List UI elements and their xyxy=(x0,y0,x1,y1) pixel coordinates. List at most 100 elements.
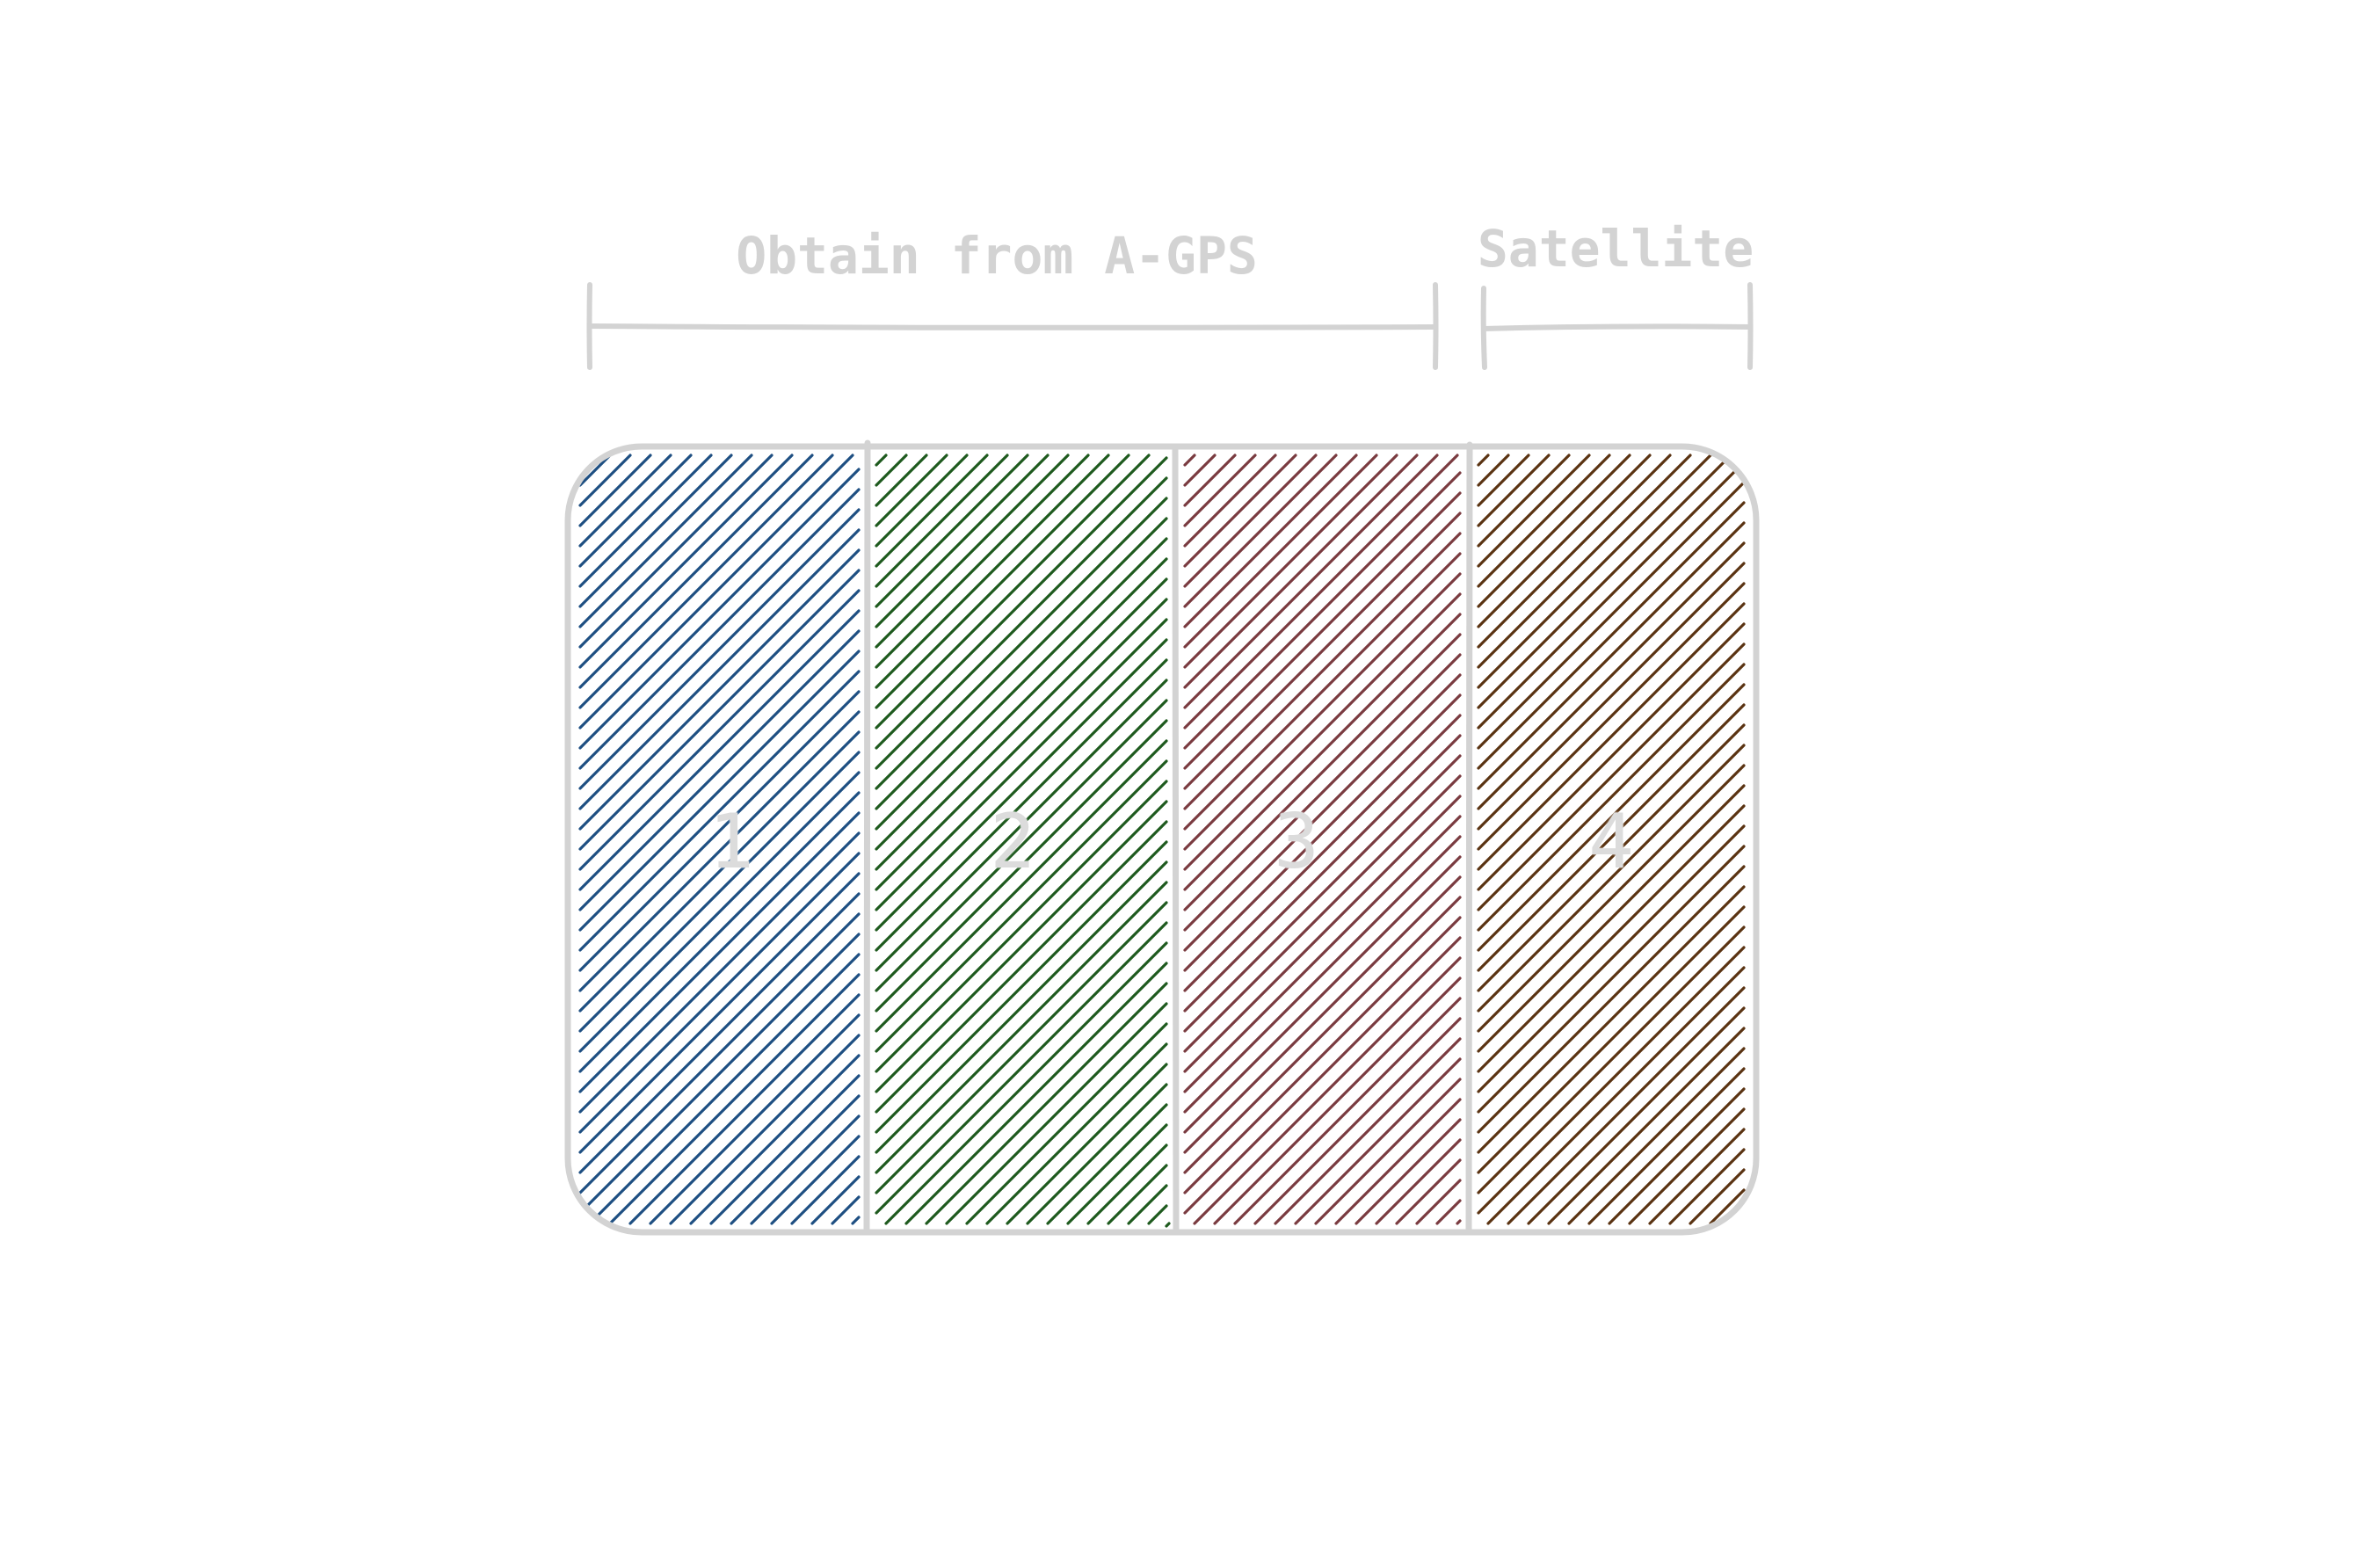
hatch-line xyxy=(1026,1083,1168,1225)
hatch-line xyxy=(1477,703,1746,972)
hatch-line xyxy=(1477,885,1746,1154)
hatch-line xyxy=(1147,1204,1168,1225)
hatch-line xyxy=(1183,471,1462,750)
hatch-line xyxy=(1334,1098,1462,1225)
hatch-line xyxy=(1183,454,1358,628)
hatch-line xyxy=(1477,454,1692,669)
hatch-line xyxy=(1477,744,1746,1013)
hatch-line xyxy=(689,1054,861,1225)
hatch-line xyxy=(1127,1184,1168,1225)
hatch-line xyxy=(1415,1179,1462,1225)
hatch-line xyxy=(851,1216,861,1225)
hatch-line xyxy=(1477,946,1746,1215)
hatch-line xyxy=(875,454,1009,588)
segment-2-hatch xyxy=(875,454,1171,1228)
hatch-line xyxy=(1477,562,1746,831)
hatch-line xyxy=(578,454,632,507)
hatch-line xyxy=(1456,1219,1462,1225)
hatch-line xyxy=(875,658,1168,952)
hatch-line xyxy=(1477,454,1712,689)
hatch-line xyxy=(985,1042,1168,1225)
hatch-line xyxy=(875,719,1168,1013)
hatch-line xyxy=(1165,1222,1171,1228)
hatch-line xyxy=(1507,986,1746,1225)
hatch-line xyxy=(578,872,861,1154)
hatch-line xyxy=(608,973,861,1225)
hatch-line xyxy=(1547,1027,1746,1225)
segment-4-label: 4 xyxy=(1588,798,1634,886)
hatch-line xyxy=(1477,454,1551,527)
hatch-line xyxy=(1274,1037,1462,1225)
hatch-line xyxy=(1183,896,1462,1174)
hatch-line xyxy=(1477,454,1611,588)
hatch-line xyxy=(1183,916,1462,1194)
hatch-line xyxy=(1294,1057,1462,1225)
hatch-line xyxy=(1477,454,1672,649)
hatch-line xyxy=(578,710,861,992)
hatch-line xyxy=(1183,936,1462,1215)
hatch-line xyxy=(790,1155,861,1225)
hatch-line xyxy=(1477,642,1746,911)
hatch-line xyxy=(875,454,1090,669)
hatch-line xyxy=(1233,997,1462,1225)
segment-1-hatch xyxy=(578,454,861,1225)
hatch-line xyxy=(1183,774,1462,1053)
hatch-line xyxy=(578,454,814,689)
hatch-line xyxy=(1477,454,1631,608)
hatch-line xyxy=(709,1074,861,1225)
segment-4-hatch xyxy=(1477,454,1746,1225)
segment-1-label: 1 xyxy=(708,798,754,886)
hatch-line xyxy=(578,454,854,730)
segment-3-label: 3 xyxy=(1274,798,1319,886)
hatch-line xyxy=(578,454,652,527)
hatch-line xyxy=(1477,824,1746,1093)
hatch-line xyxy=(588,953,861,1225)
hatch-line xyxy=(1193,956,1462,1225)
hatch-line xyxy=(1477,582,1746,851)
hatch-line xyxy=(578,589,861,871)
hatch-line xyxy=(1375,1138,1462,1225)
hatch-line xyxy=(1183,454,1217,487)
hatch-line xyxy=(875,497,1168,790)
hatch-line xyxy=(628,993,861,1225)
hatch-line xyxy=(649,1013,861,1225)
hatch-line xyxy=(578,454,733,608)
hatch-line xyxy=(1477,784,1746,1053)
hatch-line xyxy=(1183,835,1462,1114)
hatch-line xyxy=(884,941,1168,1225)
hatch-line xyxy=(1689,1168,1746,1225)
hatch-line xyxy=(1527,1006,1746,1225)
hatch-line xyxy=(875,901,1168,1194)
hatch-line xyxy=(875,454,948,527)
hatch-line xyxy=(1587,1067,1746,1225)
hatch-line xyxy=(875,454,1130,709)
hatch-line xyxy=(1477,622,1746,891)
hatch-line xyxy=(1477,454,1530,507)
hatch-line xyxy=(578,569,861,851)
hatch-line xyxy=(669,1034,861,1225)
hatch-line xyxy=(1183,454,1277,548)
hatch-line xyxy=(875,699,1168,992)
hatch-line xyxy=(875,557,1168,851)
hatch-line xyxy=(578,933,861,1215)
hatch-line xyxy=(1477,454,1591,568)
hatch-line xyxy=(1183,673,1462,952)
segment-3-hatch xyxy=(1183,454,1462,1225)
hatch-line xyxy=(1628,1107,1746,1225)
hatch-line xyxy=(578,454,592,467)
hatch-line xyxy=(578,454,753,628)
range-label-agps: Obtain from A-GPS xyxy=(736,226,1258,286)
hatch-line xyxy=(1477,845,1746,1114)
hatch-line xyxy=(1486,966,1746,1225)
hatch-line xyxy=(578,852,861,1134)
hatch-line xyxy=(578,791,861,1073)
hatch-line xyxy=(875,454,1050,628)
hatch-line xyxy=(965,1022,1168,1225)
hatch-line xyxy=(1183,572,1462,851)
hatch-line xyxy=(578,548,861,831)
hatch-line xyxy=(1183,855,1462,1134)
hatch-line xyxy=(1477,521,1746,790)
hatch-line xyxy=(1477,454,1652,628)
hatch-line xyxy=(578,751,861,1033)
